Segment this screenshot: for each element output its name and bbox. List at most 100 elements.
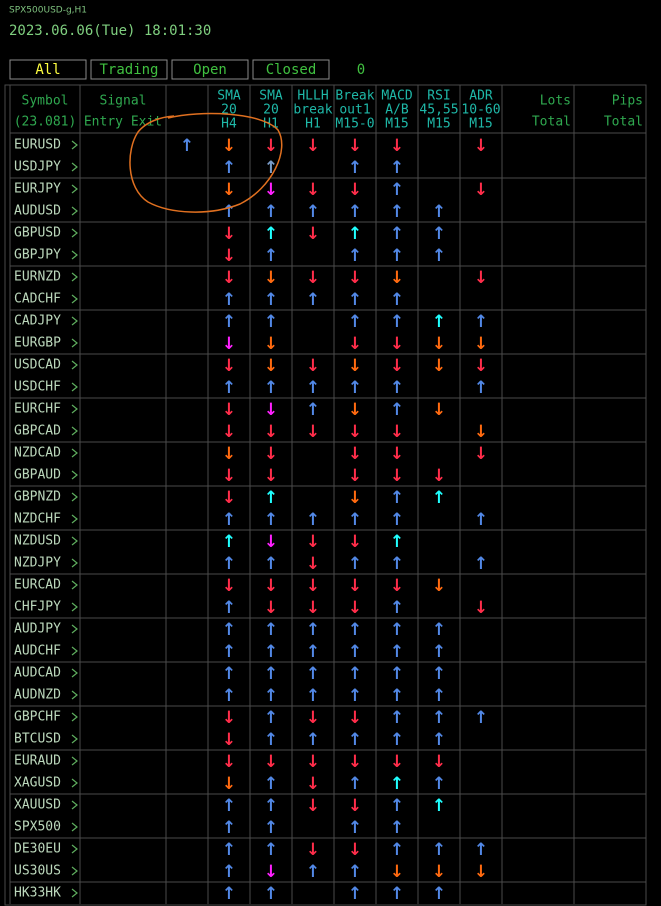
signal-arrow: ↑ xyxy=(432,664,446,684)
symbol[interactable]: SPX500 xyxy=(14,820,61,835)
signal-arrow: ↑ xyxy=(222,158,236,178)
signal-arrow: ↑ xyxy=(264,796,278,816)
signal-arrow: ↑ xyxy=(222,510,236,530)
symbol[interactable]: BTCUSD xyxy=(14,732,61,747)
signal-arrow: ↓ xyxy=(474,268,488,288)
row-chevron xyxy=(71,404,78,414)
symbol[interactable]: EURCHF xyxy=(14,402,61,417)
symbol[interactable]: GBPJPY xyxy=(14,248,61,263)
symbol[interactable]: AUDCHF xyxy=(14,644,61,659)
signal-arrow: ↓ xyxy=(264,400,278,420)
tab-button[interactable] xyxy=(252,59,330,80)
tab-label[interactable]: All xyxy=(35,62,60,78)
symbol[interactable]: HK33HK xyxy=(14,886,61,901)
signal-arrow: ↑ xyxy=(222,642,236,662)
symbol[interactable]: CADJPY xyxy=(14,314,61,329)
symbol[interactable]: USDJPY xyxy=(14,160,61,175)
signal-arrow: ↓ xyxy=(264,598,278,618)
symbol[interactable]: EURNZD xyxy=(14,270,61,285)
symbol[interactable]: NZDUSD xyxy=(14,534,61,549)
signal-arrow: ↑ xyxy=(390,158,404,178)
symbol[interactable]: EURJPY xyxy=(14,182,61,197)
symbol[interactable]: EURGBP xyxy=(14,336,61,351)
signal-arrow: ↓ xyxy=(264,136,278,156)
tab-button[interactable] xyxy=(90,59,168,80)
signal-arrow: ↑ xyxy=(222,818,236,838)
signal-arrow: ↑ xyxy=(306,730,320,750)
symbol[interactable]: DE30EU xyxy=(14,842,61,857)
signal-arrow: ↑ xyxy=(222,312,236,332)
row-chevron xyxy=(71,316,78,326)
symbol[interactable]: GBPUSD xyxy=(14,226,61,241)
signal-arrow: ↑ xyxy=(306,862,320,882)
symbol[interactable]: GBPAUD xyxy=(14,468,61,483)
symbol[interactable]: GBPNZD xyxy=(14,490,61,505)
signal-arrow: ↓ xyxy=(348,488,362,508)
signal-arrow: ↓ xyxy=(348,180,362,200)
signal-arrow: ↑ xyxy=(390,708,404,728)
symbol[interactable]: AUDUSD xyxy=(14,204,61,219)
tab-button[interactable] xyxy=(171,59,249,80)
row-chevron xyxy=(71,822,78,832)
signal-arrow: ↓ xyxy=(348,708,362,728)
signal-arrow: ↑ xyxy=(390,796,404,816)
signal-arrow: ↑ xyxy=(474,554,488,574)
signal-arrow: ↓ xyxy=(264,268,278,288)
symbol[interactable]: USDCAD xyxy=(14,358,61,373)
signal-arrow: ↓ xyxy=(348,400,362,420)
signal-arrow: ↓ xyxy=(390,576,404,596)
signal-arrow: ↑ xyxy=(432,686,446,706)
signal-arrow: ↑ xyxy=(390,312,404,332)
signal-arrow: ↓ xyxy=(264,180,278,200)
symbol[interactable]: US30US xyxy=(14,864,61,879)
signal-arrow: ↓ xyxy=(474,356,488,376)
signal-arrow: ↓ xyxy=(474,862,488,882)
symbol[interactable]: GBPCAD xyxy=(14,424,61,439)
symbol[interactable]: NZDJPY xyxy=(14,556,61,571)
symbol[interactable]: NZDCHF xyxy=(14,512,61,527)
symbol[interactable]: EURAUD xyxy=(14,754,61,769)
symbol[interactable]: CHFJPY xyxy=(14,600,61,615)
symbol[interactable]: XAUUSD xyxy=(14,798,61,813)
signal-arrow: ↓ xyxy=(222,334,236,354)
symbol[interactable]: AUDCAD xyxy=(14,666,61,681)
signal-arrow: ↓ xyxy=(432,356,446,376)
symbol[interactable]: EURUSD xyxy=(14,138,61,153)
signal-arrow: ↑ xyxy=(432,246,446,266)
symbol[interactable]: XAGUSD xyxy=(14,776,61,791)
signal-arrow: ↑ xyxy=(474,840,488,860)
signal-arrow: ↓ xyxy=(390,356,404,376)
signal-arrow: ↓ xyxy=(348,466,362,486)
symbol[interactable]: USDCHF xyxy=(14,380,61,395)
signal-arrow: ↓ xyxy=(222,730,236,750)
signal-arrow: ↑ xyxy=(390,554,404,574)
signal-arrow: ↓ xyxy=(348,598,362,618)
signal-arrow: ↓ xyxy=(432,752,446,772)
signal-arrow: ↓ xyxy=(222,224,236,244)
symbol[interactable]: AUDJPY xyxy=(14,622,61,637)
tab-label[interactable]: Trading xyxy=(99,62,158,78)
symbol[interactable]: CADCHF xyxy=(14,292,61,307)
column-header: break xyxy=(293,103,332,118)
signal-arrow: ↑ xyxy=(264,686,278,706)
symbol[interactable]: GBPCHF xyxy=(14,710,61,725)
signal-arrow: ↑ xyxy=(180,136,194,156)
symbol[interactable]: AUDNZD xyxy=(14,688,61,703)
signal-arrow: ↑ xyxy=(348,202,362,222)
signal-arrow: ↑ xyxy=(348,378,362,398)
symbol[interactable]: NZDCAD xyxy=(14,446,61,461)
tab-button[interactable] xyxy=(9,59,87,80)
tab-label[interactable]: Open xyxy=(193,62,227,78)
signal-arrow: ↓ xyxy=(348,334,362,354)
signal-arrow: ↑ xyxy=(264,840,278,860)
signal-arrow: ↑ xyxy=(264,884,278,904)
datetime: 2023.06.06(Tue) 18:01:30 xyxy=(9,23,211,39)
tab-label[interactable]: Closed xyxy=(266,62,317,78)
signal-arrow: ↑ xyxy=(390,664,404,684)
signal-arrow: ↑ xyxy=(348,884,362,904)
column-header: 20 xyxy=(263,103,279,118)
column-header: HLLH xyxy=(297,89,328,104)
signal-arrow: ↓ xyxy=(348,422,362,442)
signal-arrow: ↑ xyxy=(390,290,404,310)
symbol[interactable]: EURCAD xyxy=(14,578,61,593)
